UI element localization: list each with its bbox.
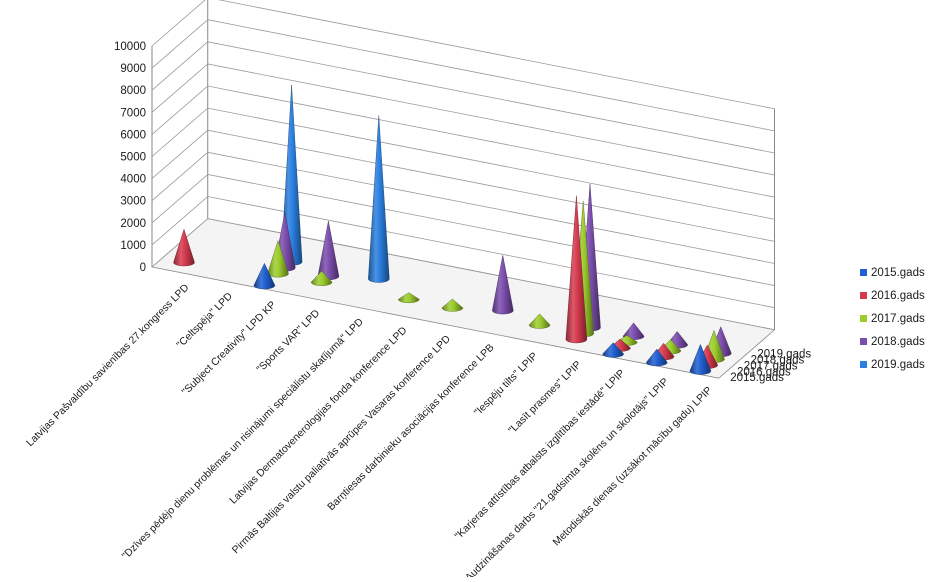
cone-body [310, 270, 333, 286]
y-tick-label: 6000 [120, 129, 146, 141]
y-tick-label: 10000 [114, 41, 146, 53]
y-axis-ticks: 0 1000 2000 3000 4000 5000 6000 7000 8000 9000 100… [114, 41, 146, 274]
cone-body [173, 228, 195, 267]
cone-body [646, 348, 668, 367]
cone-2015.gads-11 [646, 348, 668, 367]
cone-2018.gads-7 [492, 255, 514, 315]
cone-2017.gads-3 [310, 270, 333, 286]
legend-label-0: 2015.gads [871, 267, 925, 279]
gridlines [151, 0, 775, 331]
cone-2017.gads-5 [398, 292, 420, 304]
gridline-8000 [151, 41, 775, 154]
cone-2015.gads-2 [253, 262, 276, 290]
y-tick-label: 2000 [120, 218, 146, 230]
legend-label-3: 2018.gads [871, 336, 925, 348]
cone-2015.gads-12 [689, 343, 712, 375]
legend-swatch-2 [860, 315, 867, 322]
legend-label-4: 2019.gads [871, 359, 925, 371]
y-tick-label: 3000 [120, 196, 146, 208]
chart-floor [151, 218, 776, 379]
y-tick-label: 7000 [120, 107, 146, 119]
depth-label-4: 2019.gads [757, 349, 811, 361]
legend-swatch-1 [860, 292, 867, 299]
category-label-4: "Dzīves pēdējo dienu problēmas un risinā… [120, 317, 365, 562]
y-tick-label: 8000 [120, 85, 146, 97]
cone-body [492, 255, 514, 315]
legend-label-1: 2016.gads [871, 290, 925, 302]
cone-body [253, 262, 276, 290]
y-tick-label: 5000 [120, 152, 146, 164]
depth-label-3: 2018.gads [751, 355, 805, 367]
cone-2017.gads-8 [528, 313, 551, 329]
cone-body [398, 292, 420, 304]
cone-body [602, 342, 624, 358]
category-label-0: Latvijas Pašvaldību savienības 27.kongre… [25, 282, 192, 449]
y-tick-label: 4000 [120, 174, 146, 186]
y-tick-label: 1000 [120, 240, 146, 252]
gridline-5000 [151, 107, 775, 220]
chart-walls [151, 0, 776, 379]
category-label-11: Audzināšanas darbs "21.gadsimta skolēns … [464, 376, 671, 577]
gridline-3000 [151, 151, 775, 264]
legend-swatch-3 [860, 338, 867, 345]
legend: 2015.gads 2016.gads 2017.gads 2018.gads 2019… [860, 267, 925, 371]
y-tick-label: 9000 [120, 63, 146, 75]
y-tick-label: 0 [140, 262, 146, 274]
depth-label-0: 2015.gads [730, 372, 784, 384]
cone-body [689, 343, 712, 375]
legend-swatch-0 [860, 269, 867, 276]
depth-label-1: 2016.gads [737, 366, 791, 378]
cone-body [565, 195, 588, 344]
gridline-10000 [151, 0, 775, 110]
cone-body [528, 313, 551, 329]
legend-label-2: 2017.gads [871, 313, 925, 325]
cone-2019.gads-4 [368, 115, 390, 283]
cone-2017.gads-6 [441, 298, 464, 312]
depth-label-2: 2017.gads [744, 360, 798, 372]
cone-body [441, 298, 464, 312]
depth-labels: 2015.gads2016.gads2017.gads2018.gads2019… [730, 349, 811, 385]
category-label-1: "Celtspēja" LPD [175, 291, 235, 351]
cone-body [368, 115, 390, 283]
gridline-4000 [151, 129, 775, 242]
cone-marks [173, 85, 732, 375]
gridline-7000 [151, 63, 775, 176]
cone-2015.gads-10 [602, 342, 624, 358]
legend-swatch-4 [860, 361, 867, 368]
category-label-5: Latvijas Dermatovenerologijas fonda konf… [228, 325, 409, 506]
category-label-2: "Subject Creativity" LPD KP [180, 299, 278, 397]
gridline-9000 [151, 19, 775, 132]
cone-2016.gads-9 [565, 195, 588, 344]
gridline-6000 [151, 85, 775, 198]
cone-2016.gads-0 [173, 228, 195, 267]
